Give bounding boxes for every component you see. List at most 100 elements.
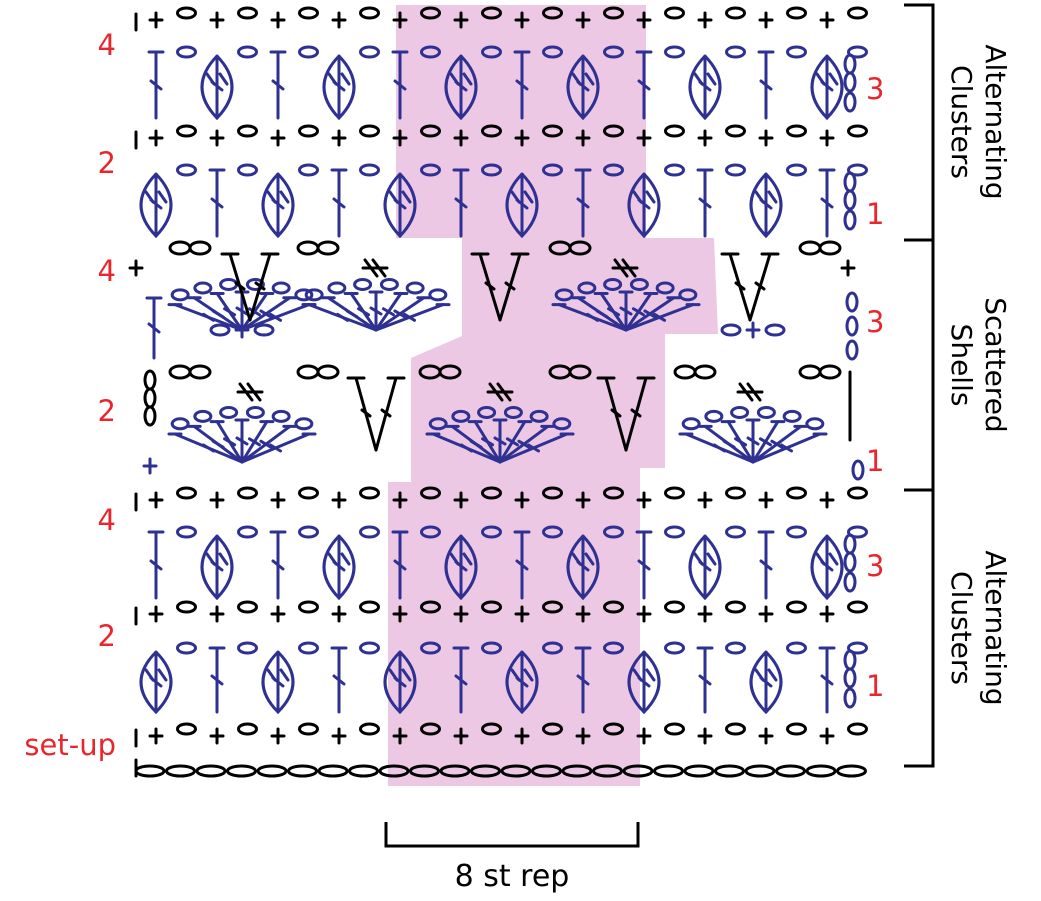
shell-stitch-icon (722, 439, 736, 449)
cluster-icon (576, 560, 590, 572)
chain-stitch-icon (237, 163, 258, 177)
shell-stitch-icon (780, 443, 794, 453)
section-bracket-top (904, 3, 935, 242)
chain-stitch-icon (503, 405, 523, 419)
chain-stitch-icon (786, 641, 807, 655)
shell-stitch-icon (585, 312, 599, 322)
chain-stitch-icon (359, 722, 380, 736)
double-crochet-icon (515, 559, 529, 571)
chain-stitch-icon (786, 525, 807, 539)
chain-stitch-icon (529, 409, 549, 423)
chain-stitch-icon (786, 45, 807, 59)
chain-stitch-icon (603, 600, 624, 614)
chain-stitch-icon (786, 163, 807, 177)
row-label-left: 4 (97, 503, 116, 537)
double-crochet-icon (271, 79, 285, 91)
chain-stitch-icon (603, 486, 624, 500)
shell-stitch-icon (235, 436, 249, 446)
chain-stitch-icon (237, 722, 258, 736)
chain-stitch-icon (847, 600, 868, 614)
cluster-icon (340, 72, 351, 86)
chain-stitch-icon (664, 124, 685, 138)
chain-stitch-icon (359, 486, 380, 500)
chain-stitch-icon (298, 600, 319, 614)
double-crochet-icon (149, 559, 163, 571)
chain-stitch-icon (219, 405, 239, 419)
shell-stitch-icon (493, 436, 507, 446)
double-crochet-icon (210, 197, 224, 209)
chain-stitch-icon (188, 240, 212, 256)
double-crochet-icon (698, 674, 712, 686)
chain-stitch-icon (170, 288, 190, 302)
section-label-scattered-shells: Scattered Shells (940, 275, 1012, 455)
chain-stitch-icon (470, 764, 501, 778)
chain-stitch-icon (298, 45, 319, 59)
chain-stitch-icon (481, 486, 502, 500)
chain-stitch-icon (298, 486, 319, 500)
chain-stitch-icon (725, 486, 746, 500)
shell-stitch-icon (223, 437, 237, 447)
double-crochet-icon (210, 674, 224, 686)
section-bracket-middle (904, 238, 935, 492)
chain-stitch-icon (420, 722, 441, 736)
chain-stitch-icon (253, 323, 275, 337)
chain-stitch-icon (730, 405, 750, 419)
cluster-icon (576, 80, 590, 92)
cluster-icon (706, 552, 717, 566)
cluster-icon (218, 72, 229, 86)
shell-stitch-icon (758, 437, 772, 447)
chain-stitch-icon (622, 764, 654, 778)
double-crochet-icon (637, 79, 651, 91)
double-crochet-icon (454, 674, 468, 686)
chain-stitch-icon (603, 124, 624, 138)
chain-stitch-icon (847, 486, 868, 500)
chain-stitch-icon (316, 364, 340, 380)
shell-stitch-icon (357, 307, 371, 317)
cluster-icon (454, 560, 468, 572)
chain-stitch-icon (193, 281, 213, 295)
chain-stitch-icon (359, 124, 380, 138)
v-stitch-icon (610, 408, 622, 418)
chain-stitch-icon (428, 417, 448, 431)
double-crochet-icon (332, 674, 346, 686)
chain-stitch-icon (577, 281, 597, 295)
repeat-bracket (384, 822, 640, 848)
chain-stitch-icon (237, 124, 258, 138)
cluster-icon (828, 72, 839, 86)
chain-stitch-icon (704, 409, 724, 423)
double-crochet-icon (393, 79, 407, 91)
chain-stitch-icon (786, 6, 807, 20)
double-crochet-icon (576, 197, 590, 209)
chain-stitch-icon (500, 764, 532, 778)
section-label-alternating-clusters-bottom: Alternating Clusters (940, 528, 1012, 728)
chain-stitch-icon (720, 323, 742, 337)
chain-stitch-icon (843, 687, 857, 709)
chain-stitch-icon (237, 600, 258, 614)
row-label-right: 3 (866, 549, 885, 583)
chain-stitch-icon (851, 459, 865, 481)
row-label-left: 2 (97, 394, 116, 428)
chain-stitch-icon (673, 364, 697, 380)
chain-stitch-icon (681, 417, 701, 431)
chain-stitch-icon (805, 417, 825, 431)
chain-stitch-icon (725, 6, 746, 20)
chain-stitch-icon (481, 163, 502, 177)
stitch-symbols (128, 6, 868, 778)
chain-stitch-icon (843, 189, 857, 211)
chain-stitch-icon (568, 364, 592, 380)
chain-stitch-icon (764, 323, 786, 337)
chain-stitch-icon (678, 288, 698, 302)
chain-stitch-icon (298, 6, 319, 20)
chain-stitch-icon (592, 764, 623, 778)
chain-stitch-icon (786, 124, 807, 138)
cluster-icon (393, 676, 407, 688)
chain-stitch-icon (725, 641, 746, 655)
chain-stitch-icon (664, 525, 685, 539)
chain-stitch-icon (847, 163, 868, 177)
shell-stitch-icon (269, 443, 283, 453)
chain-stitch-icon (168, 364, 192, 380)
cluster-icon (523, 668, 534, 682)
shell-stitch-icon (381, 307, 395, 317)
chain-stitch-icon (664, 641, 685, 655)
